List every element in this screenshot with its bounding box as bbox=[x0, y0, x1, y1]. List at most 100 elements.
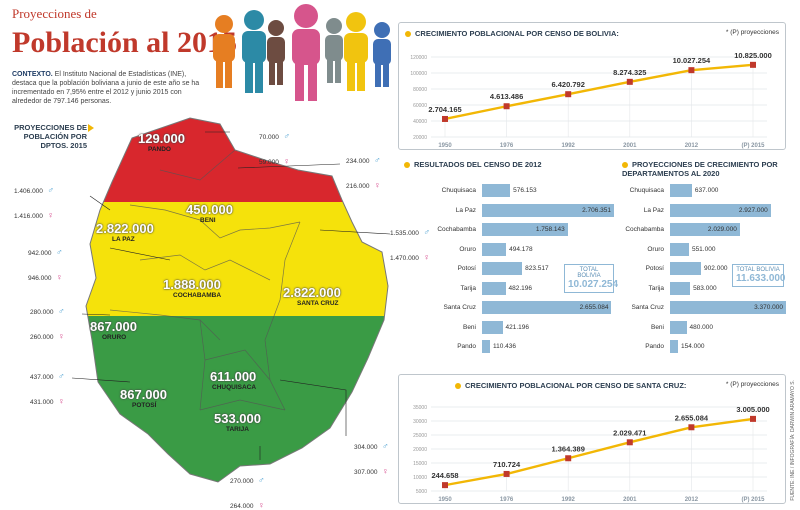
dept-value: 1.888.000 bbox=[163, 277, 221, 292]
data-point bbox=[688, 67, 695, 74]
total-bolivia-2012: TOTAL BOLIVIA 10.027.254 bbox=[564, 264, 618, 293]
chart-title-text: PROYECCIONES DE CRECIMIENTO POR DEPARTAM… bbox=[622, 160, 778, 178]
kicker: Proyecciones de bbox=[12, 6, 97, 21]
chart-title-text: CRECIMIENTO POBLACIONAL POR CENSO DE SAN… bbox=[465, 381, 687, 390]
leader-line bbox=[319, 229, 391, 235]
bar-value-label: 576.153 bbox=[513, 187, 537, 194]
bar-value-label: 480.000 bbox=[689, 323, 714, 331]
bar-category-label: Oruro bbox=[459, 245, 476, 253]
bar-value-label: 110.436 bbox=[493, 343, 517, 350]
bolivia-map bbox=[71, 117, 391, 483]
bar-category-label: Beni bbox=[462, 323, 476, 331]
bar-value-label: 2.029.000 bbox=[707, 226, 737, 233]
cochabamba-male-female: 942.000 ♂ 946.000 ♀ bbox=[28, 242, 63, 285]
bar-row: Chuquisaca 576.153 bbox=[398, 184, 537, 197]
bar-category-label: Tarija bbox=[648, 284, 664, 292]
bar-category-label: La Paz bbox=[455, 206, 476, 214]
y-tick-label: 10000 bbox=[413, 475, 427, 481]
data-label: 3.005.000 bbox=[736, 405, 769, 414]
data-label: 2.655.084 bbox=[675, 413, 709, 422]
data-label: 10.825.000 bbox=[734, 51, 772, 60]
female-icon: ♀ bbox=[55, 272, 63, 282]
male-icon: ♂ bbox=[55, 247, 63, 257]
male-count: 270.000 bbox=[230, 478, 254, 485]
series-line bbox=[444, 63, 754, 121]
data-point bbox=[626, 439, 633, 446]
bar-category-label: La Paz bbox=[643, 206, 664, 214]
chuquisaca-male-female: 304.000 ♂ 307.000 ♀ bbox=[354, 436, 389, 479]
dept-cochabamba: 1.888.000 COCHABAMBA bbox=[163, 277, 221, 299]
bar-row: Pando 154.000 bbox=[618, 340, 705, 353]
credit: FUENTE: INE / INFOGRAFÍA: DARWIN ARAMAYO… bbox=[790, 380, 796, 501]
male-icon: ♂ bbox=[423, 227, 431, 237]
bar-value-label: 902.000 bbox=[704, 265, 728, 272]
santa-cruz-male-female: 1.535.000 ♂ 1.470.000 ♀ bbox=[390, 222, 430, 265]
leader-line bbox=[237, 163, 341, 169]
santa-cruz-growth-chart: CRECIMIENTO POBLACIONAL POR CENSO DE SAN… bbox=[398, 374, 786, 504]
bar: 421.196 bbox=[482, 320, 529, 334]
context-text: El Instituto Nacional de Estadísticas (I… bbox=[12, 71, 200, 105]
bar-value-label: 2.927.000 bbox=[738, 206, 768, 214]
context-label: CONTEXTO. bbox=[12, 71, 53, 78]
bar-category-label: Santa Cruz bbox=[631, 304, 664, 311]
data-point bbox=[442, 482, 448, 489]
la-paz-male-female: 1.406.000 ♂ 1.416.000 ♀ bbox=[14, 180, 54, 223]
chart-title: PROYECCIONES DE CRECIMIENTO POR DEPARTAM… bbox=[622, 160, 782, 178]
bar-row: La Paz 2.706.351 bbox=[398, 203, 614, 217]
bar: 110.436 bbox=[482, 340, 516, 353]
bar-row: Cochabamba 1.758.143 bbox=[398, 223, 568, 236]
female-icon: ♀ bbox=[423, 252, 431, 262]
dept-border bbox=[139, 254, 271, 281]
projection-2020-bars: Chuquisaca 637.000 La Paz 2.927.000 Cochabam… bbox=[618, 184, 790, 364]
female-icon: ♀ bbox=[257, 500, 265, 510]
male-icon: ♂ bbox=[381, 441, 389, 451]
bar-value-label: 2.706.351 bbox=[582, 206, 611, 214]
data-label: 710.724 bbox=[493, 460, 521, 469]
male-icon: ♂ bbox=[57, 371, 65, 381]
x-tick-label: 1976 bbox=[500, 143, 514, 149]
dept-name: SANTA CRUZ bbox=[297, 300, 339, 307]
series-line bbox=[444, 417, 754, 487]
beni-male-female: 234.000 ♂ 216.000 ♀ bbox=[346, 150, 381, 193]
dept-border bbox=[199, 399, 286, 411]
dept-value: 533.000 bbox=[214, 411, 261, 426]
leader-line bbox=[109, 247, 171, 261]
title-dot-icon bbox=[455, 383, 461, 390]
dept-beni: 450.000 BENI bbox=[186, 202, 233, 224]
dept-name: PANDO bbox=[148, 146, 171, 153]
bar-category-label: Cochabamba bbox=[437, 226, 476, 233]
bar: 2.927.000 bbox=[670, 203, 771, 217]
male-count: 280.000 bbox=[30, 309, 54, 316]
male-icon: ♂ bbox=[283, 131, 291, 141]
bar: 1.758.143 bbox=[482, 223, 568, 236]
bar-value-label: 3.370.000 bbox=[754, 304, 783, 311]
context-paragraph: CONTEXTO. El Instituto Nacional de Estad… bbox=[12, 70, 212, 106]
bar-category-label: Pando bbox=[645, 343, 664, 350]
female-icon: ♀ bbox=[283, 156, 291, 166]
person-figure bbox=[267, 20, 285, 85]
bar-row: Oruro 551.000 bbox=[618, 242, 715, 256]
bar-row: Santa Cruz 3.370.000 bbox=[618, 301, 786, 314]
y-tick-label: 60000 bbox=[413, 103, 427, 109]
dept-potosi: 867.000 POTOSÍ bbox=[120, 387, 167, 409]
x-tick-label: (P) 2015 bbox=[741, 497, 765, 503]
male-count: 304.000 bbox=[354, 444, 378, 451]
bar-row: Oruro 494.178 bbox=[398, 242, 533, 256]
bar-value-label: 583.000 bbox=[693, 284, 717, 292]
bar-category-label: Chuquisaca bbox=[629, 187, 664, 194]
data-point bbox=[565, 91, 572, 98]
person-figure bbox=[242, 10, 266, 93]
dept-name: COCHABAMBA bbox=[173, 292, 222, 299]
bar-category-label: Pando bbox=[457, 343, 476, 350]
oruro-male-female: 280.000 ♂ 260.000 ♀ bbox=[30, 301, 65, 344]
female-count: 216.000 bbox=[346, 183, 370, 190]
x-tick-label: 2001 bbox=[623, 497, 637, 503]
dept-name: BENI bbox=[200, 217, 216, 224]
potosi-male-female: 437.000 ♂ 431.000 ♀ bbox=[30, 366, 65, 409]
female-icon: ♀ bbox=[373, 180, 381, 190]
chart-title: CRECIMIENTO POBLACIONAL POR CENSO DE BOL… bbox=[405, 29, 619, 38]
person-figure bbox=[213, 15, 235, 88]
census-2012-bars: Chuquisaca 576.153 La Paz 2.706.351 Cochabam… bbox=[398, 184, 618, 364]
dept-santa-cruz: 2.822.000 SANTA CRUZ bbox=[283, 285, 341, 307]
data-point bbox=[442, 115, 448, 122]
